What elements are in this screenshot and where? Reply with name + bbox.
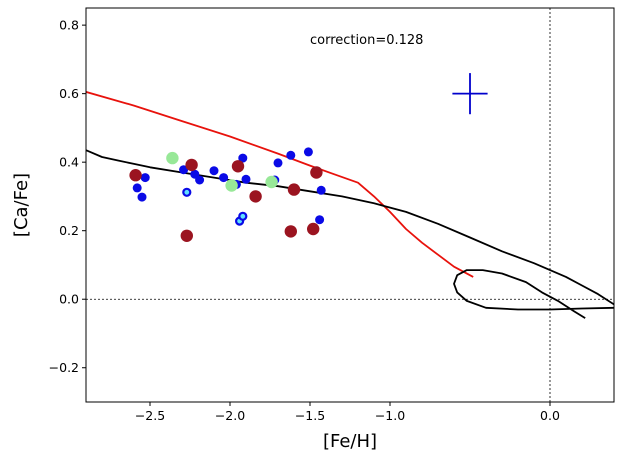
dark-red-circle-point-2	[231, 160, 245, 173]
x-tick-label: −1.5	[295, 408, 325, 423]
error-bar-cross	[452, 73, 488, 115]
blue-circle-point-3	[179, 165, 189, 175]
blue-circle-point-7	[219, 173, 229, 183]
x-tick-label: −1.0	[375, 408, 405, 423]
y-tick-label: 0.8	[59, 18, 79, 33]
data-points	[129, 147, 326, 242]
y-tick-label: 0.6	[59, 86, 79, 101]
dark-red-circle-point-6	[180, 229, 193, 242]
y-tick-label: 0.2	[59, 223, 79, 238]
blue-circle-point-0	[140, 173, 150, 183]
blue-circle-point-15	[303, 147, 313, 157]
blue-circle-point-2	[137, 192, 147, 202]
blue-circle-point-12	[286, 150, 296, 160]
cyan-ring-point-0	[182, 187, 192, 197]
dark-red-circle-point-3	[287, 183, 301, 196]
blue-circle-point-6	[209, 166, 219, 176]
blue-circle-point-1	[132, 183, 142, 193]
dark-red-circle-point-5	[249, 190, 262, 203]
blue-circle-point-11	[273, 158, 283, 168]
light-green-circle-point-1	[225, 179, 238, 192]
y-tick-label: −0.2	[49, 360, 79, 375]
y-tick-label: 0.4	[59, 155, 79, 170]
cyan-ring-point-2	[238, 211, 248, 221]
plot-frame	[85, 7, 615, 403]
blue-circle-point-5	[195, 175, 205, 185]
blue-circle-point-14	[315, 215, 325, 225]
red-model-curve-0	[86, 91, 474, 278]
x-axis-label: [Fe/H]	[323, 431, 377, 452]
blue-circle-point-10	[241, 174, 251, 184]
x-tick-label: 0.0	[540, 408, 560, 423]
reference-lines	[86, 8, 614, 402]
blue-circle-point-13	[316, 185, 326, 195]
x-tick-label: −2.5	[135, 408, 165, 423]
light-green-circle-point-0	[166, 151, 179, 165]
dark-red-circle-point-1	[185, 158, 198, 172]
correction-annotation: correction=0.128	[310, 33, 423, 48]
blue-circle-point-9	[238, 153, 248, 163]
dark-red-circle-point-7	[284, 225, 297, 238]
black-model-curve-2	[453, 269, 614, 319]
y-axis-label: [Ca/Fe]	[11, 173, 32, 237]
x-tick-label: −2.0	[215, 408, 245, 423]
dark-red-circle-point-4	[310, 166, 323, 179]
x-axis-ticks: −2.5 −2.0 −1.5 −1.0 0.0	[135, 402, 560, 423]
light-green-circle-point-2	[265, 175, 278, 189]
y-axis-ticks: −0.2 0.0 0.2 0.4 0.6 0.8	[49, 18, 86, 375]
model-curves	[86, 91, 614, 319]
black-model-curve-1	[86, 149, 614, 306]
dark-red-circle-point-0	[129, 169, 142, 182]
dark-red-circle-point-8	[307, 222, 320, 236]
y-tick-label: 0.0	[59, 292, 79, 307]
